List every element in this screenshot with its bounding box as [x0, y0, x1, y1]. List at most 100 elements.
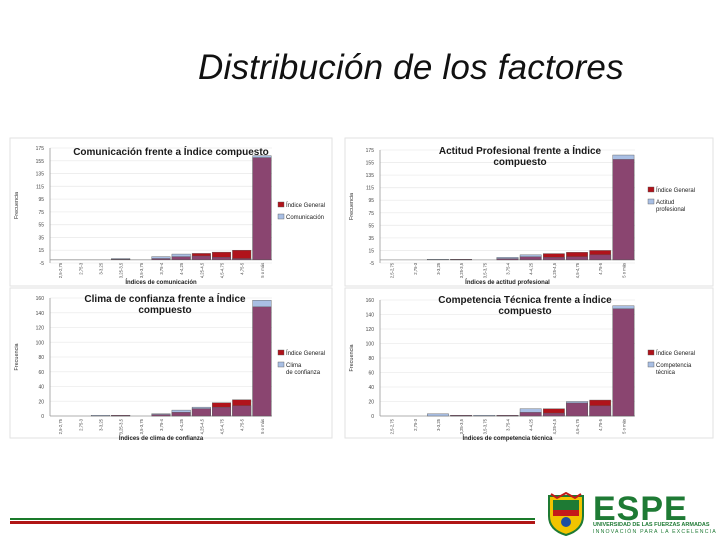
bar-overlap	[111, 415, 131, 417]
bar-overlap	[151, 258, 171, 261]
x-tick-label: 3-3,25	[436, 418, 441, 431]
y-tick-label: 175	[366, 148, 375, 154]
x-tick-label: 4,75-5	[240, 262, 245, 275]
x-tick-label: 2,5-2,75	[390, 418, 395, 434]
y-tick-label: 20	[368, 400, 374, 406]
bar-overlap	[232, 405, 252, 417]
x-tick-label: 5 o más	[260, 419, 265, 434]
bar-overlap	[191, 255, 211, 261]
bar-overlap	[519, 256, 542, 261]
x-tick-label: 2,5-2,75	[58, 418, 63, 434]
x-tick-label: 4,25-4,5	[552, 262, 557, 278]
x-tick-label: 3,5-3,75	[139, 262, 144, 278]
bar-overlap	[496, 258, 519, 261]
bar-overlap	[252, 306, 272, 417]
x-tick-label: 5 o más	[260, 263, 265, 278]
bar-overlap	[171, 256, 191, 261]
logo-wordmark: ESPE	[593, 490, 688, 528]
bar-overlap	[566, 256, 588, 261]
legend-label: Actitud	[656, 200, 674, 206]
y-tick-label: 0	[371, 414, 374, 420]
legend-swatch	[647, 186, 655, 193]
espe-logo: ESPE UNIVERSIDAD DE LAS FUERZAS ARMADAS …	[545, 490, 716, 538]
y-tick-label: 115	[366, 186, 374, 192]
bar-overlap	[589, 405, 612, 417]
y-axis-label: Frecuencia	[14, 191, 20, 219]
y-tick-label: 60	[38, 370, 44, 376]
bar-overlap	[171, 412, 191, 417]
y-tick-label: 20	[38, 399, 44, 405]
y-tick-label: 140	[36, 311, 45, 317]
legend-swatch	[647, 349, 655, 356]
x-tick-label: 2,5-2,75	[58, 262, 63, 278]
bar	[90, 415, 110, 417]
legend-label: Índice General	[286, 350, 325, 357]
y-tick-label: 135	[36, 172, 45, 178]
legend-label: Índice General	[656, 350, 695, 357]
x-axis-label: Índices de competencia técnica	[462, 434, 553, 442]
x-tick-label: 4,5-4,75	[575, 418, 580, 434]
y-tick-label: 75	[38, 210, 44, 216]
bar	[427, 413, 449, 417]
x-axis-label: Índices de actitud profesional	[465, 278, 550, 286]
x-tick-label: 4,5-4,75	[220, 418, 225, 434]
legend-label: Comunicación	[286, 215, 324, 221]
x-tick-label: 3-3,25	[98, 418, 103, 431]
bar-overlap	[566, 402, 588, 417]
chart-title: Competencia Técnica frente a Índice	[438, 293, 612, 306]
footer-bar	[10, 518, 535, 524]
y-tick-label: 80	[38, 355, 44, 361]
legend-label: Clima	[286, 363, 302, 369]
x-tick-label: 5 o más	[621, 419, 626, 434]
x-tick-label: 3,75-4	[159, 262, 164, 275]
y-tick-label: -5	[40, 261, 45, 267]
x-tick-label: 3-3,25	[436, 262, 441, 275]
y-tick-label: 75	[368, 211, 374, 217]
bar	[427, 259, 449, 261]
y-tick-label: 40	[368, 385, 374, 391]
footer-green-stripe	[10, 518, 535, 520]
chart-4: 160 140 120 100 80 60 40 20 0 2,5-2,75 2,75-3 3-3,2…	[344, 287, 714, 442]
chart-title: compuesto	[498, 306, 551, 317]
legend-swatch	[277, 213, 285, 220]
x-tick-label: 4,5-4,75	[220, 262, 225, 278]
x-tick-label: 4-4,25	[529, 418, 534, 431]
chart-3: 160 140 120 100 80 60 40 20 0 2,5-2,75 2,75-3 3-3,2…	[9, 287, 333, 442]
x-tick-label: 4,5-4,75	[575, 262, 580, 278]
bar-overlap	[612, 159, 635, 261]
x-tick-label: 2,75-3	[78, 262, 83, 275]
x-tick-label: 3,5-3,75	[139, 418, 144, 434]
x-tick-label: 4-4,25	[179, 418, 184, 431]
y-tick-label: 155	[36, 159, 45, 165]
logo-subtitle: UNIVERSIDAD DE LAS FUERZAS ARMADAS	[593, 522, 710, 528]
legend-swatch	[277, 361, 285, 368]
bar-overlap	[212, 406, 232, 417]
y-tick-label: 95	[368, 198, 374, 204]
bar-overlap	[496, 415, 519, 417]
y-tick-label: 160	[36, 296, 45, 302]
x-tick-label: 4-4,25	[179, 262, 184, 275]
bar-overlap	[519, 412, 542, 417]
y-tick-label: 55	[38, 223, 44, 229]
y-axis-label: Frecuencia	[349, 343, 355, 371]
x-tick-label: 2,75-3	[78, 418, 83, 431]
x-axis-label: Índices de clima de confianza	[119, 434, 204, 442]
x-tick-label: 3,75-4	[159, 418, 164, 431]
y-tick-label: 120	[36, 326, 45, 332]
y-tick-label: 35	[38, 235, 44, 241]
y-tick-label: 120	[366, 327, 375, 333]
x-tick-label: 4,25-4,5	[552, 418, 557, 434]
y-tick-label: 155	[366, 161, 375, 167]
slide-title: Distribución de los factores	[198, 48, 624, 87]
y-tick-label: 15	[38, 248, 44, 254]
x-axis-label: Índices de comunicación	[125, 278, 197, 286]
bar-overlap	[111, 258, 131, 261]
bar-overlap	[450, 415, 472, 417]
x-tick-label: 3,75-4	[506, 418, 511, 431]
bar-overlap	[191, 408, 211, 417]
y-tick-label: 40	[38, 385, 44, 391]
x-tick-label: 5 o más	[621, 263, 626, 278]
x-tick-label: 3,25-3,5	[119, 262, 124, 278]
x-tick-label: 4,25-4,5	[199, 418, 204, 434]
y-tick-label: 135	[366, 173, 375, 179]
